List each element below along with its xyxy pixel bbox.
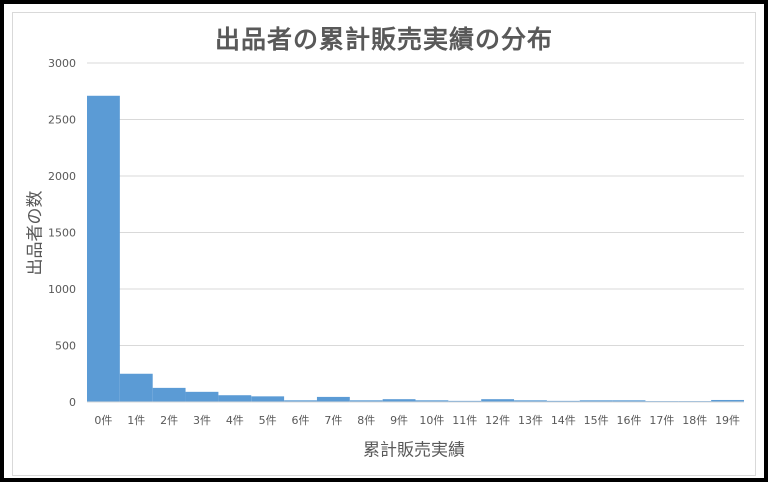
x-tick-label: 10件 [419,414,444,427]
x-tick-label: 6件 [292,414,310,427]
x-tick-label: 2件 [160,414,178,427]
x-tick-label: 8件 [357,414,375,427]
bar [284,400,317,402]
y-tick-label: 0 [69,396,76,409]
y-tick-label: 500 [55,340,76,353]
x-tick-label: 0件 [94,414,112,427]
bar [481,399,515,402]
bar [448,400,482,402]
x-tick-label: 19件 [715,414,740,427]
x-tick-label: 11件 [452,414,477,427]
bar [185,391,219,402]
bar [349,400,383,402]
bar [514,400,547,402]
bar [119,373,153,402]
bar [711,399,744,402]
y-tick-label: 1000 [48,283,76,296]
bar [579,400,613,402]
bar [218,395,252,402]
bar [612,400,646,402]
x-tick-label: 17件 [649,414,674,427]
bar [316,396,350,402]
bar [382,399,416,402]
bar [152,387,186,402]
bar [87,95,120,403]
x-tick-label: 15件 [584,414,609,427]
x-tick-label: 3件 [193,414,211,427]
x-tick-label: 13件 [518,414,543,427]
x-tick-label: 1件 [127,414,145,427]
y-axis-label: 出品者の数 [25,190,46,276]
y-tick-label: 2000 [48,170,76,183]
chart-title: 出品者の累計販売実績の分布 [214,25,553,54]
bar [546,400,580,402]
x-tick-label: 5件 [259,414,277,427]
x-tick-label: 7件 [324,414,342,427]
x-tick-label: 4件 [226,414,244,427]
bar [251,396,285,402]
x-tick-label: 12件 [485,414,510,427]
x-tick-label: 18件 [682,414,707,427]
x-axis-label: 累計販売実績 [363,440,465,461]
x-tick-label: 14件 [551,414,576,427]
x-tick-label: 9件 [390,414,408,427]
x-tick-label: 16件 [617,414,642,427]
y-tick-label: 2500 [48,114,76,127]
chart-area [12,12,756,476]
y-tick-label: 3000 [48,57,76,70]
y-tick-label: 1500 [48,227,76,240]
bar [415,400,449,402]
